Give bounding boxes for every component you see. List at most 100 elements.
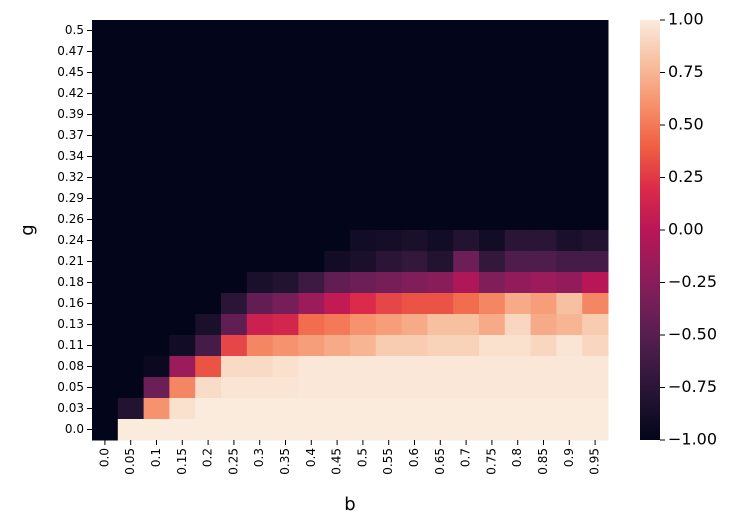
heatmap-cell	[350, 398, 377, 420]
heatmap-cell	[246, 167, 274, 189]
heatmap-cell	[298, 188, 325, 210]
x-tick-label: 0.65	[433, 448, 447, 475]
heatmap-cell	[530, 398, 557, 420]
heatmap-cell	[556, 62, 583, 84]
heatmap-cell	[375, 62, 403, 84]
heatmap-cell	[401, 293, 428, 315]
heatmap-cell	[504, 230, 532, 252]
heatmap-cell	[272, 83, 299, 105]
heatmap-cell	[92, 62, 119, 84]
heatmap-cell	[143, 356, 170, 378]
x-tick-label: 0.0	[97, 448, 111, 467]
heatmap-cell	[401, 335, 428, 357]
heatmap-cell	[195, 377, 222, 399]
heatmap-cell	[401, 377, 428, 399]
heatmap-cell	[117, 314, 145, 336]
heatmap-cell	[427, 41, 454, 63]
heatmap-cell	[195, 293, 222, 315]
heatmap-cell	[350, 230, 377, 252]
heatmap-cell	[530, 356, 557, 378]
x-tick-label: 0.4	[304, 448, 318, 467]
y-tick-label: 0.16	[57, 296, 84, 310]
heatmap-cell	[453, 377, 480, 399]
heatmap-cell	[427, 419, 454, 441]
heatmap-cell	[479, 251, 506, 273]
heatmap-cell	[530, 272, 557, 294]
heatmap-cell	[453, 419, 480, 441]
y-tick-label: 0.42	[57, 86, 84, 100]
heatmap-cell	[195, 146, 222, 168]
heatmap-cell	[92, 146, 119, 168]
heatmap-cell	[92, 293, 119, 315]
heatmap-cell	[375, 293, 403, 315]
heatmap-cell	[324, 104, 351, 126]
heatmap-cell	[195, 314, 222, 336]
heatmap-cell	[350, 167, 377, 189]
heatmap-cell	[530, 230, 557, 252]
heatmap-cell	[530, 167, 557, 189]
heatmap-cell	[479, 62, 506, 84]
heatmap-cell	[195, 419, 222, 441]
heatmap-cell	[221, 83, 248, 105]
heatmap-cell	[169, 41, 196, 63]
heatmap-cell	[427, 62, 454, 84]
heatmap-cell	[556, 419, 583, 441]
heatmap-cell	[143, 377, 170, 399]
heatmap-cell	[324, 146, 351, 168]
heatmap-cell	[582, 188, 609, 210]
heatmap-cell	[143, 335, 170, 357]
heatmap-cell	[272, 188, 299, 210]
heatmap-cell	[479, 20, 506, 42]
heatmap-cell	[92, 188, 119, 210]
heatmap-cell	[246, 146, 274, 168]
heatmap-cell	[504, 335, 532, 357]
heatmap-cell	[453, 83, 480, 105]
heatmap-cell	[117, 398, 145, 420]
y-tick-label: 0.5	[65, 23, 84, 37]
heatmap-cell	[169, 83, 196, 105]
heatmap-cell	[375, 104, 403, 126]
heatmap-cell	[479, 230, 506, 252]
heatmap-cell	[375, 419, 403, 441]
heatmap-cell	[479, 41, 506, 63]
heatmap-cell	[556, 335, 583, 357]
heatmap-cell	[582, 209, 609, 231]
colorbar-tick-label: −0.50	[668, 325, 717, 344]
heatmap-cell	[324, 293, 351, 315]
heatmap-cell	[401, 167, 428, 189]
heatmap-cell	[117, 125, 145, 147]
heatmap-cell	[556, 167, 583, 189]
heatmap-cell	[117, 83, 145, 105]
heatmap-cell	[169, 167, 196, 189]
heatmap-cell	[195, 104, 222, 126]
colorbar-tick-label: 0.25	[668, 167, 704, 186]
heatmap-cell	[169, 398, 196, 420]
heatmap-cell	[143, 83, 170, 105]
heatmap-cell	[479, 167, 506, 189]
heatmap-cell	[246, 104, 274, 126]
heatmap-cell	[479, 188, 506, 210]
heatmap-cell	[92, 125, 119, 147]
x-tick-label: 0.7	[459, 448, 473, 467]
y-tick-label: 0.39	[57, 107, 84, 121]
heatmap-cell	[272, 314, 299, 336]
heatmap-cell	[324, 83, 351, 105]
heatmap-cell	[221, 314, 248, 336]
heatmap-cell	[324, 398, 351, 420]
heatmap-cell	[117, 41, 145, 63]
heatmap-cell	[350, 104, 377, 126]
heatmap-cell	[324, 377, 351, 399]
y-tick-label: 0.37	[57, 128, 84, 142]
heatmap-cell	[350, 146, 377, 168]
heatmap-cell	[479, 209, 506, 231]
heatmap-cell	[221, 125, 248, 147]
heatmap-cell	[117, 335, 145, 357]
heatmap-cell	[246, 125, 274, 147]
heatmap-cell	[272, 293, 299, 315]
heatmap-cell	[556, 104, 583, 126]
heatmap-cell	[92, 335, 119, 357]
heatmap-cell	[453, 62, 480, 84]
heatmap-cell	[427, 83, 454, 105]
heatmap-cell	[530, 314, 557, 336]
heatmap-cell	[453, 125, 480, 147]
